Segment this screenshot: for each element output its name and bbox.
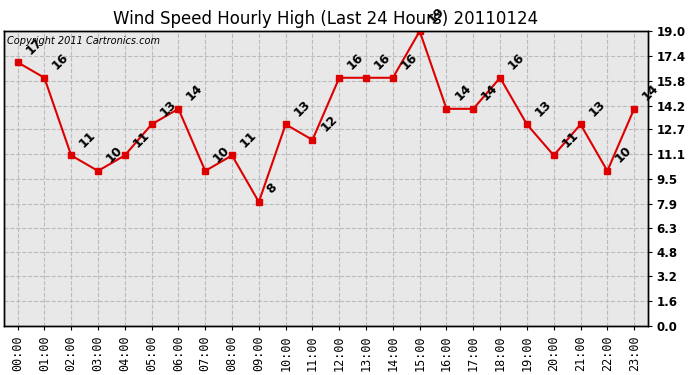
Text: 12: 12 (318, 113, 339, 134)
Text: 14: 14 (452, 82, 473, 103)
Text: 11: 11 (130, 128, 152, 150)
Text: 16: 16 (50, 51, 71, 72)
Text: 13: 13 (157, 98, 179, 119)
Text: 14: 14 (640, 82, 661, 103)
Title: Wind Speed Hourly High (Last 24 Hours) 20110124: Wind Speed Hourly High (Last 24 Hours) 2… (113, 10, 538, 28)
Text: 13: 13 (586, 98, 608, 119)
Text: 13: 13 (533, 98, 554, 119)
Text: 11: 11 (77, 128, 98, 150)
Text: 16: 16 (372, 51, 393, 72)
Text: 10: 10 (613, 144, 635, 165)
Text: 14: 14 (479, 82, 500, 103)
Text: 11: 11 (237, 128, 259, 150)
Text: 8: 8 (264, 181, 279, 196)
Text: 16: 16 (398, 51, 420, 72)
Text: 16: 16 (345, 51, 366, 72)
Text: 13: 13 (291, 98, 313, 119)
Text: Copyright 2011 Cartronics.com: Copyright 2011 Cartronics.com (8, 36, 160, 46)
Text: 16: 16 (506, 51, 527, 72)
Text: 19: 19 (425, 4, 446, 26)
Text: 10: 10 (104, 144, 125, 165)
Text: 17: 17 (23, 35, 45, 57)
Text: 10: 10 (210, 144, 233, 165)
Text: 14: 14 (184, 82, 206, 103)
Text: 11: 11 (560, 128, 581, 150)
